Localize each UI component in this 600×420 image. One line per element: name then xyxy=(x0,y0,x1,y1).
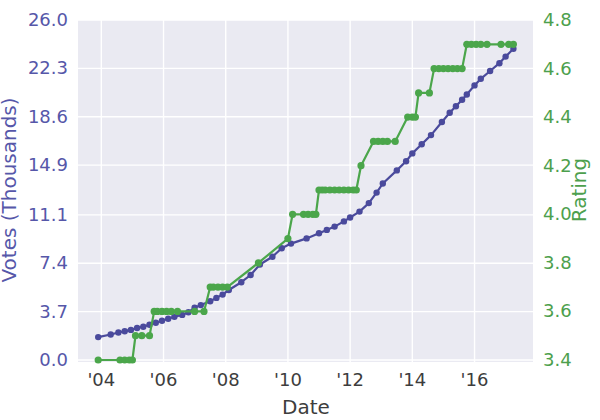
votes-point xyxy=(128,327,134,333)
votes-point xyxy=(428,132,434,138)
votes-point xyxy=(165,316,171,322)
left-axis-tick-label: 26.0 xyxy=(28,9,68,30)
votes-point xyxy=(303,235,309,241)
votes-point xyxy=(108,331,114,337)
right-axis-tick-label: 4.6 xyxy=(543,58,572,79)
rating-point xyxy=(132,332,139,339)
left-axis-tick-label: 0.0 xyxy=(39,349,68,370)
votes-point xyxy=(453,103,459,109)
rating-point xyxy=(284,235,291,242)
rating-point xyxy=(415,89,422,96)
x-axis-tick-label: '12 xyxy=(336,369,364,390)
votes-point xyxy=(439,119,445,125)
rating-point xyxy=(384,138,391,145)
rating-point xyxy=(168,308,175,315)
votes-point xyxy=(134,325,140,331)
votes-point xyxy=(331,223,337,229)
votes-point xyxy=(316,230,322,236)
votes-point xyxy=(347,214,353,220)
left-axis-title: Votes (Thousands) xyxy=(0,97,21,282)
votes-point xyxy=(487,68,493,74)
votes-point xyxy=(403,158,409,164)
votes-point xyxy=(394,167,400,173)
votes-point xyxy=(341,218,347,224)
votes-point xyxy=(409,150,415,156)
right-axis-tick-label: 4.4 xyxy=(543,106,572,127)
rating-point xyxy=(174,308,181,315)
rating-point xyxy=(426,89,433,96)
votes-point xyxy=(140,324,146,330)
right-axis-tick-label: 4.8 xyxy=(543,9,572,30)
votes-point xyxy=(95,334,101,340)
rating-point xyxy=(289,211,296,218)
x-axis-tick-label: '10 xyxy=(274,369,302,390)
votes-point xyxy=(324,227,330,233)
votes-point xyxy=(496,60,502,66)
right-axis-tick-label: 3.8 xyxy=(543,252,572,273)
right-axis-tick-label: 3.6 xyxy=(543,300,572,321)
rating-point xyxy=(95,356,102,363)
votes-point xyxy=(380,180,386,186)
votes-point xyxy=(502,53,508,59)
votes-point xyxy=(213,295,219,301)
x-axis-title: Date xyxy=(282,395,330,419)
rating-point xyxy=(497,41,504,48)
votes-point xyxy=(247,272,253,278)
votes-point xyxy=(115,329,121,335)
rating-point xyxy=(392,138,399,145)
left-axis-tick-label: 18.6 xyxy=(28,106,68,127)
rating-point xyxy=(353,186,360,193)
x-axis-tick-label: '08 xyxy=(212,369,240,390)
votes-point xyxy=(419,141,425,147)
votes-point xyxy=(478,76,484,82)
votes-point xyxy=(198,302,204,308)
rating-point xyxy=(312,211,319,218)
rating-point xyxy=(510,41,517,48)
votes-point xyxy=(356,208,362,214)
votes-point xyxy=(219,291,225,297)
votes-point xyxy=(122,328,128,334)
left-axis-tick-label: 11.1 xyxy=(28,204,68,225)
rating-point xyxy=(412,114,419,121)
x-axis-tick-label: '06 xyxy=(150,369,178,390)
rating-point xyxy=(357,162,364,169)
rating-point xyxy=(255,259,262,266)
votes-point xyxy=(238,279,244,285)
votes-point xyxy=(464,91,470,97)
plot-area xyxy=(78,20,533,362)
rating-point xyxy=(146,332,153,339)
votes-point xyxy=(373,189,379,195)
left-axis-tick-label: 22.3 xyxy=(28,57,68,78)
votes-point xyxy=(459,97,465,103)
right-axis-tick-label: 3.4 xyxy=(543,349,572,370)
votes-point xyxy=(447,110,453,116)
x-axis-tick-label: '16 xyxy=(461,369,489,390)
rating-point xyxy=(459,65,466,72)
dual-axis-line-chart: 0.0 3.7 7.4 11.1 14.9 18.6 22.3 26.0 3.4 3.6 3.8 4.… xyxy=(0,0,600,420)
rating-point xyxy=(483,41,490,48)
votes-point xyxy=(471,82,477,88)
x-axis-tick-label: '14 xyxy=(398,369,426,390)
rating-point xyxy=(191,308,198,315)
votes-point xyxy=(366,200,372,206)
left-axis-tick-label: 7.4 xyxy=(39,252,68,273)
rating-point xyxy=(129,356,136,363)
right-axis-title: Rating xyxy=(567,158,591,222)
rating-point xyxy=(477,41,484,48)
chart-figure: 0.0 3.7 7.4 11.1 14.9 18.6 22.3 26.0 3.4 3.6 3.8 4.… xyxy=(0,0,600,420)
x-axis-tick-label: '04 xyxy=(87,369,115,390)
left-axis-tick-label: 14.9 xyxy=(28,154,68,175)
votes-point xyxy=(159,318,165,324)
left-axis-tick-label: 3.7 xyxy=(39,301,68,322)
rating-point xyxy=(138,332,145,339)
rating-point xyxy=(224,284,231,291)
rating-point xyxy=(200,308,207,315)
